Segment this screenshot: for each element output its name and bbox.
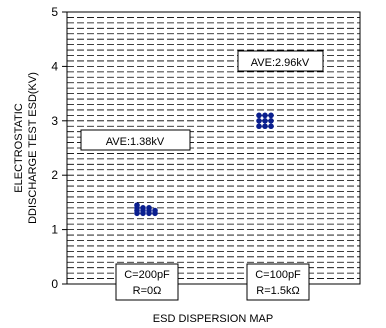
data-point bbox=[268, 118, 274, 124]
data-point bbox=[152, 210, 158, 217]
data-point bbox=[256, 123, 262, 130]
condition-box-1 bbox=[115, 263, 179, 301]
data-point bbox=[268, 123, 274, 130]
condition-label-1-line1: C=200pF bbox=[124, 269, 170, 281]
data-point bbox=[134, 210, 140, 217]
data-point bbox=[256, 112, 262, 119]
y-axis-title-line1: ELECTROSTATIC bbox=[13, 103, 25, 192]
data-point bbox=[262, 123, 268, 130]
y-tick-label: 3 bbox=[51, 114, 58, 128]
condition-label-2-line1: C=100pF bbox=[255, 269, 301, 281]
data-point bbox=[134, 202, 140, 208]
data-point bbox=[140, 210, 146, 217]
grid-lines bbox=[67, 17, 360, 279]
data-point bbox=[256, 118, 262, 124]
y-tick-label: 2 bbox=[51, 168, 58, 182]
y-tick-label: 5 bbox=[51, 5, 58, 19]
y-axis-title-line2: DDISCHARGE TEST ESD(KV) bbox=[27, 72, 39, 224]
condition-box-2 bbox=[246, 263, 310, 301]
plot-frame bbox=[66, 11, 361, 285]
average-box-2 bbox=[237, 50, 324, 72]
average-box-1 bbox=[80, 129, 191, 151]
data-point bbox=[262, 118, 268, 124]
average-label-2: AVE:2.96kV bbox=[251, 57, 310, 69]
y-tick-label: 4 bbox=[51, 59, 58, 73]
average-label-1: AVE:1.38kV bbox=[106, 136, 165, 148]
y-axis-ticks: 0 1 2 3 4 5 bbox=[51, 5, 67, 291]
y-tick-label: 0 bbox=[51, 277, 58, 291]
condition-label-2-line2: R=1.5kΩ bbox=[256, 285, 299, 297]
data-points bbox=[134, 112, 274, 217]
data-point bbox=[146, 210, 152, 217]
data-point bbox=[268, 112, 274, 119]
condition-label-1-line2: R=0Ω bbox=[133, 285, 162, 297]
y-tick-label: 1 bbox=[51, 223, 58, 237]
data-point bbox=[262, 112, 268, 119]
x-axis-title: ESD DISPERSION MAP bbox=[153, 313, 273, 325]
